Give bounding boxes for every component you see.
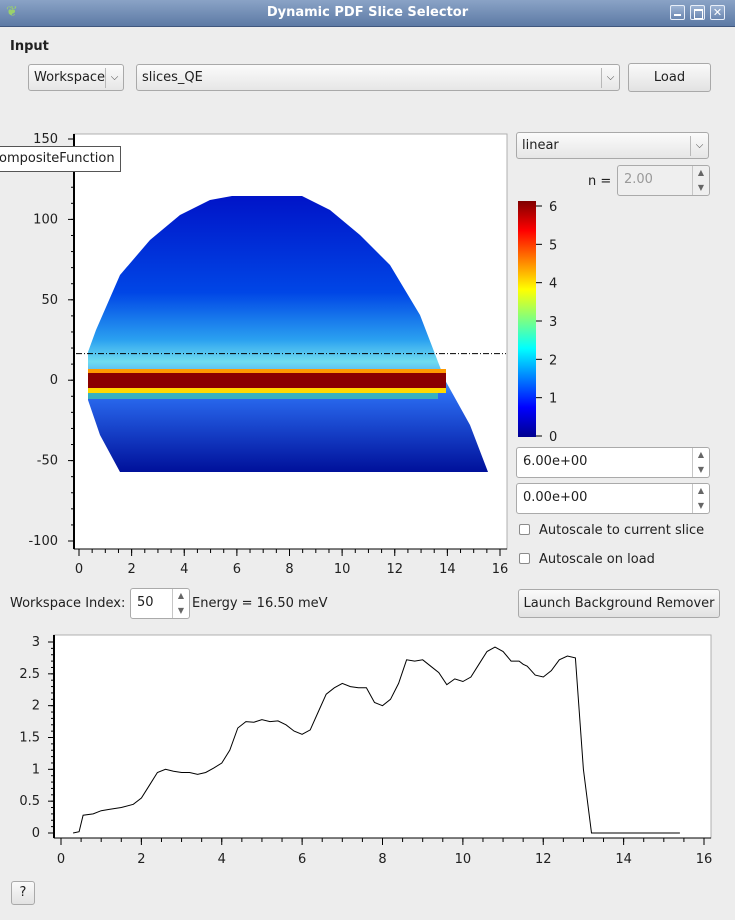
x-tick-label: 2 [127, 562, 135, 577]
line-x-ticks: 0 2 4 6 8 10 12 14 16 [57, 838, 712, 867]
leaf-icon: ❦ [6, 4, 18, 20]
slice-intensity-map [88, 196, 488, 472]
elastic-line-band [88, 373, 446, 388]
autoscale-load-checkbox[interactable] [519, 553, 530, 564]
workspace-combo[interactable]: slices_QE ⌵ [136, 64, 620, 91]
line-cut-plot[interactable]: 0 0.5 1 1.5 2 2.5 3 0 2 4 6 8 10 12 14 16 [0, 628, 735, 873]
x-tick-label: 4 [180, 562, 188, 577]
x-tick-label: 14 [439, 562, 456, 577]
line-y-tick-label: 3 [32, 635, 40, 650]
x-tick-label: 12 [386, 562, 403, 577]
launch-background-remover-button[interactable]: Launch Background Remover [518, 589, 720, 618]
line-x-tick-label: 10 [455, 852, 472, 867]
slice-y-ticks: 150 100 50 0 -50 -100 [28, 132, 74, 549]
min-value: 0.00e+00 [523, 490, 588, 505]
line-x-tick-label: 14 [615, 852, 632, 867]
line-x-tick-label: 2 [137, 852, 145, 867]
n-exponent-value: 2.00 [624, 172, 653, 187]
colorbar-ticks: 6 5 4 3 2 1 0 [536, 200, 557, 445]
colorbar-tick-label: 4 [549, 277, 557, 292]
colorbar-tick-label: 0 [549, 430, 557, 445]
n-label: n = [588, 174, 612, 189]
spin-arrows-icon: ▲ ▼ [692, 484, 709, 513]
x-tick-label: 0 [75, 562, 83, 577]
line-plot-area [53, 634, 712, 839]
line-series-0 [72, 646, 680, 834]
workspace-value: slices_QE [142, 70, 203, 85]
function-tooltip: ompositeFunction [0, 146, 121, 172]
maximize-icon [694, 9, 703, 19]
close-button[interactable]: ✕ [710, 5, 725, 20]
line-y-tick-label: 1 [32, 762, 40, 777]
colorbar: 6 5 4 3 2 1 0 [518, 200, 557, 445]
line-x-tick-label: 8 [378, 852, 386, 867]
tooltip-text: ompositeFunction [0, 151, 115, 166]
y-tick-label: 0 [50, 373, 58, 388]
max-value: 6.00e+00 [523, 454, 588, 469]
y-tick-label: -100 [28, 534, 58, 549]
energy-readout: Energy = 16.50 meV [192, 596, 328, 611]
spin-arrows-icon: ▲ ▼ [172, 589, 189, 618]
spin-arrows-icon: ▲ ▼ [692, 166, 709, 195]
line-y-tick-label: 2 [32, 699, 40, 714]
title-bar: ❦ Dynamic PDF Slice Selector ✕ [0, 0, 735, 27]
line-y-tick-label: 0 [32, 826, 40, 841]
scale-type-value: linear [522, 138, 559, 153]
slice-plot[interactable]: 150 100 50 0 -50 -100 0 2 4 6 8 10 12 14 16 [0, 125, 510, 580]
source-type-value: Workspace [34, 70, 106, 85]
autoscale-load-label: Autoscale on load [539, 552, 655, 567]
line-x-tick-label: 6 [298, 852, 306, 867]
line-y-tick-label: 1.5 [19, 731, 40, 746]
y-tick-label: 50 [41, 293, 58, 308]
autoscale-slice-checkbox[interactable] [519, 524, 530, 535]
colorbar-tick-label: 2 [549, 353, 557, 368]
colorbar-tick-label: 3 [549, 315, 557, 330]
min-value-spinbox[interactable]: 0.00e+00 ▲ ▼ [516, 483, 710, 514]
y-tick-label: 100 [33, 212, 58, 227]
chevron-down-icon: ⌵ [601, 68, 619, 88]
elastic-line-halo [88, 393, 438, 399]
max-value-spinbox[interactable]: 6.00e+00 ▲ ▼ [516, 447, 710, 478]
line-y-tick-label: 2.5 [19, 667, 40, 682]
help-button[interactable]: ? [11, 881, 35, 905]
colorbar-gradient [518, 201, 536, 437]
x-tick-label: 10 [334, 562, 351, 577]
spin-arrows-icon: ▲ ▼ [692, 448, 709, 477]
autoscale-slice-label: Autoscale to current slice [539, 523, 705, 538]
chevron-down-icon: ⌵ [105, 68, 123, 88]
n-exponent-spinbox[interactable]: 2.00 ▲ ▼ [617, 165, 710, 196]
close-icon: ✕ [712, 6, 723, 19]
elastic-line-edge-top [88, 369, 446, 373]
colorbar-tick-label: 5 [549, 238, 557, 253]
line-x-tick-label: 16 [696, 852, 713, 867]
y-tick-label: 150 [33, 132, 58, 147]
colorbar-tick-label: 1 [549, 392, 557, 407]
x-tick-label: 6 [233, 562, 241, 577]
x-tick-label: 16 [492, 562, 509, 577]
y-tick-label: -50 [37, 454, 58, 469]
line-x-tick-label: 12 [535, 852, 552, 867]
colorbar-tick-label: 6 [549, 200, 557, 215]
chevron-down-icon: ⌵ [690, 136, 708, 156]
scale-type-combo[interactable]: linear ⌵ [516, 132, 709, 159]
minimize-icon [674, 14, 681, 16]
minimize-button[interactable] [670, 5, 685, 20]
source-type-combo[interactable]: Workspace ⌵ [28, 64, 124, 91]
line-x-tick-label: 0 [57, 852, 65, 867]
workspace-index-label: Workspace Index: [10, 596, 126, 611]
line-y-tick-label: 0.5 [19, 794, 40, 809]
x-tick-label: 8 [285, 562, 293, 577]
slice-x-ticks: 0 2 4 6 8 10 12 14 16 [75, 549, 508, 577]
maximize-button[interactable] [690, 5, 705, 20]
line-x-tick-label: 4 [218, 852, 226, 867]
input-section-label: Input [10, 39, 49, 54]
line-y-ticks: 0 0.5 1 1.5 2 2.5 3 [19, 635, 54, 841]
elastic-line-edge-bottom [88, 388, 446, 393]
workspace-index-spinbox[interactable]: 50 ▲ ▼ [130, 588, 190, 619]
load-button[interactable]: Load [628, 63, 711, 92]
window-title: Dynamic PDF Slice Selector [266, 5, 469, 20]
workspace-index-value: 50 [137, 595, 154, 610]
